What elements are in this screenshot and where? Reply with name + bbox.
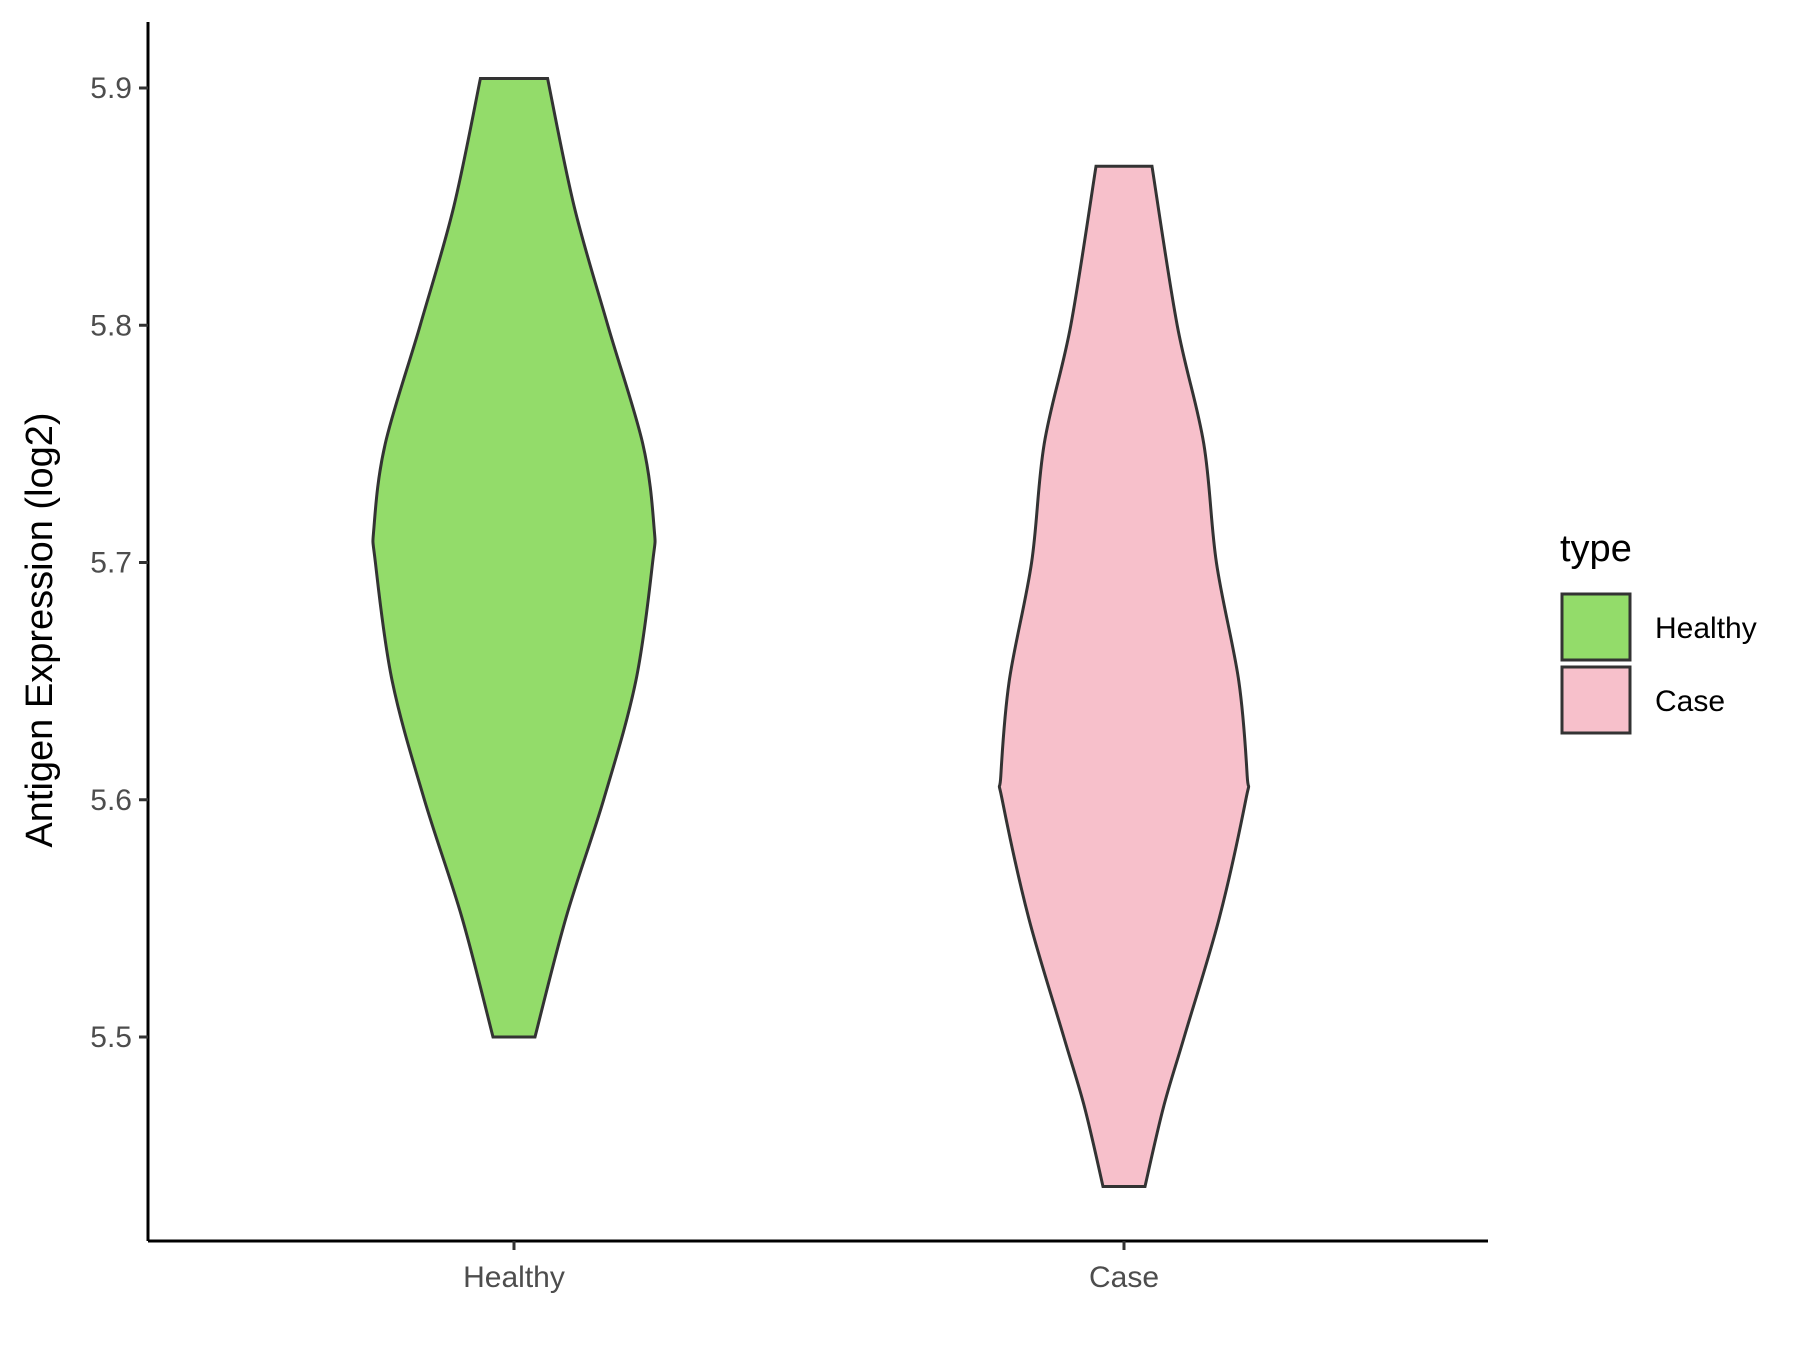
y-tick-label: 5.9 [90,72,132,105]
legend-label: Healthy [1655,612,1757,645]
y-tick-label: 5.6 [90,784,132,817]
y-tick-label: 5.7 [90,547,132,580]
y-tick-label: 5.5 [90,1021,132,1054]
legend-key-case [1560,665,1632,735]
legend-title: type [1560,528,1632,570]
y-tick-label: 5.8 [90,309,132,342]
y-axis-title: Antigen Expression (log2) [19,412,61,847]
x-tick-label: Case [1089,1261,1159,1294]
legend-key-healthy [1560,592,1632,662]
legend-label: Case [1655,685,1725,718]
violin-healthy [371,77,657,1039]
x-tick-label: Healthy [463,1261,565,1294]
violin-layer [371,77,1251,1188]
violin-case [997,164,1251,1188]
legend: type Healthy Case [1560,528,1757,735]
axes: 5.5 5.6 5.7 5.8 5.9 Healthy Case Antigen Expres… [19,22,1488,1294]
